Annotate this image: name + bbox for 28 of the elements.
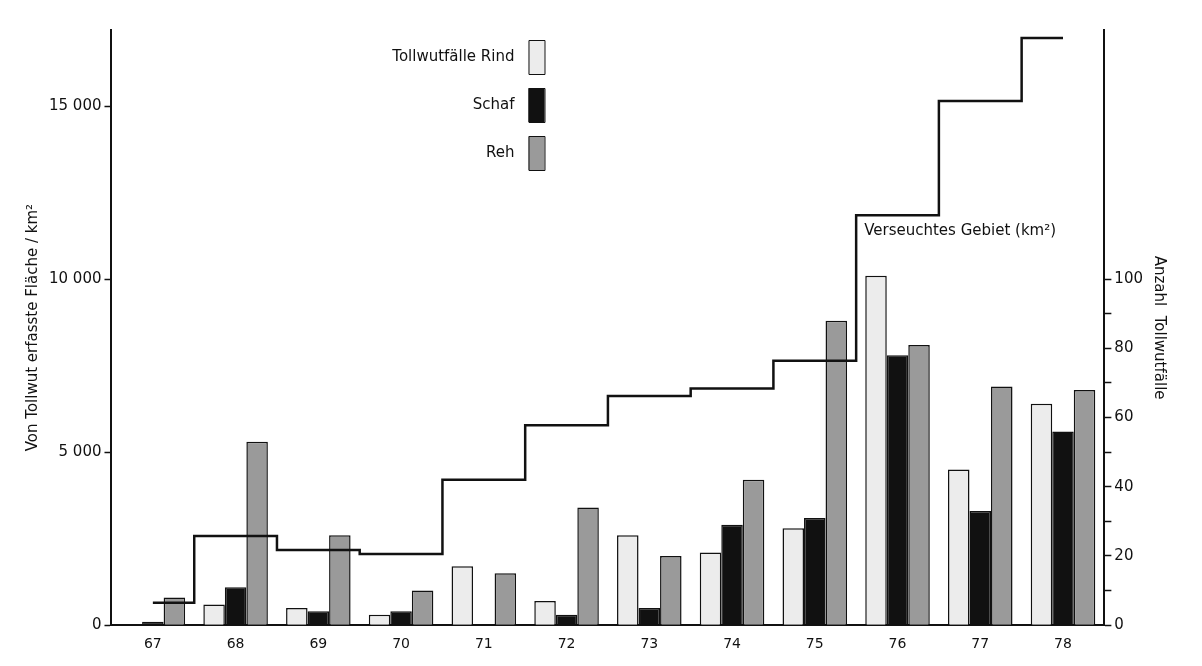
- y2-tick-label: 40: [1114, 476, 1134, 495]
- series-label: Verseuchtes Gebiet (km²): [864, 220, 1057, 239]
- x-tick-label: 74: [723, 635, 742, 652]
- legend-label: Schaf: [472, 94, 516, 113]
- x-tick-label: 76: [888, 635, 907, 652]
- y2-tick-label: 20: [1114, 545, 1134, 564]
- y-tick-label: 15 000: [48, 96, 102, 115]
- legend-label: Reh: [486, 142, 515, 161]
- x-tick-label: 75: [805, 635, 824, 652]
- x-tick-label: 67: [143, 635, 162, 652]
- y-axis-title: Von Tollwut erfasste Fläche / km²: [22, 203, 41, 452]
- x-tick-label: 72: [557, 635, 576, 652]
- y2-tick-label: 60: [1114, 407, 1134, 426]
- x-tick-label: 73: [640, 635, 659, 652]
- y2-tick-label: 100: [1114, 269, 1144, 288]
- y2-tick-label: 0: [1114, 615, 1124, 634]
- x-tick-label: 69: [309, 635, 328, 652]
- y2-axis-title: Anzahl Tollwutfälle: [1151, 255, 1170, 400]
- legend-label: Tollwutfälle Rind: [391, 46, 515, 65]
- x-tick-label: 77: [971, 635, 990, 652]
- y-tick-label: 10 000: [48, 269, 102, 288]
- y-tick-label: 5 000: [58, 442, 102, 461]
- y-tick-label: 0: [91, 615, 102, 634]
- x-tick-label: 70: [392, 635, 410, 652]
- x-tick-label: 71: [474, 635, 493, 652]
- x-tick-label: 78: [1054, 635, 1072, 652]
- y2-tick-label: 80: [1114, 338, 1134, 357]
- x-tick-label: 68: [226, 635, 245, 652]
